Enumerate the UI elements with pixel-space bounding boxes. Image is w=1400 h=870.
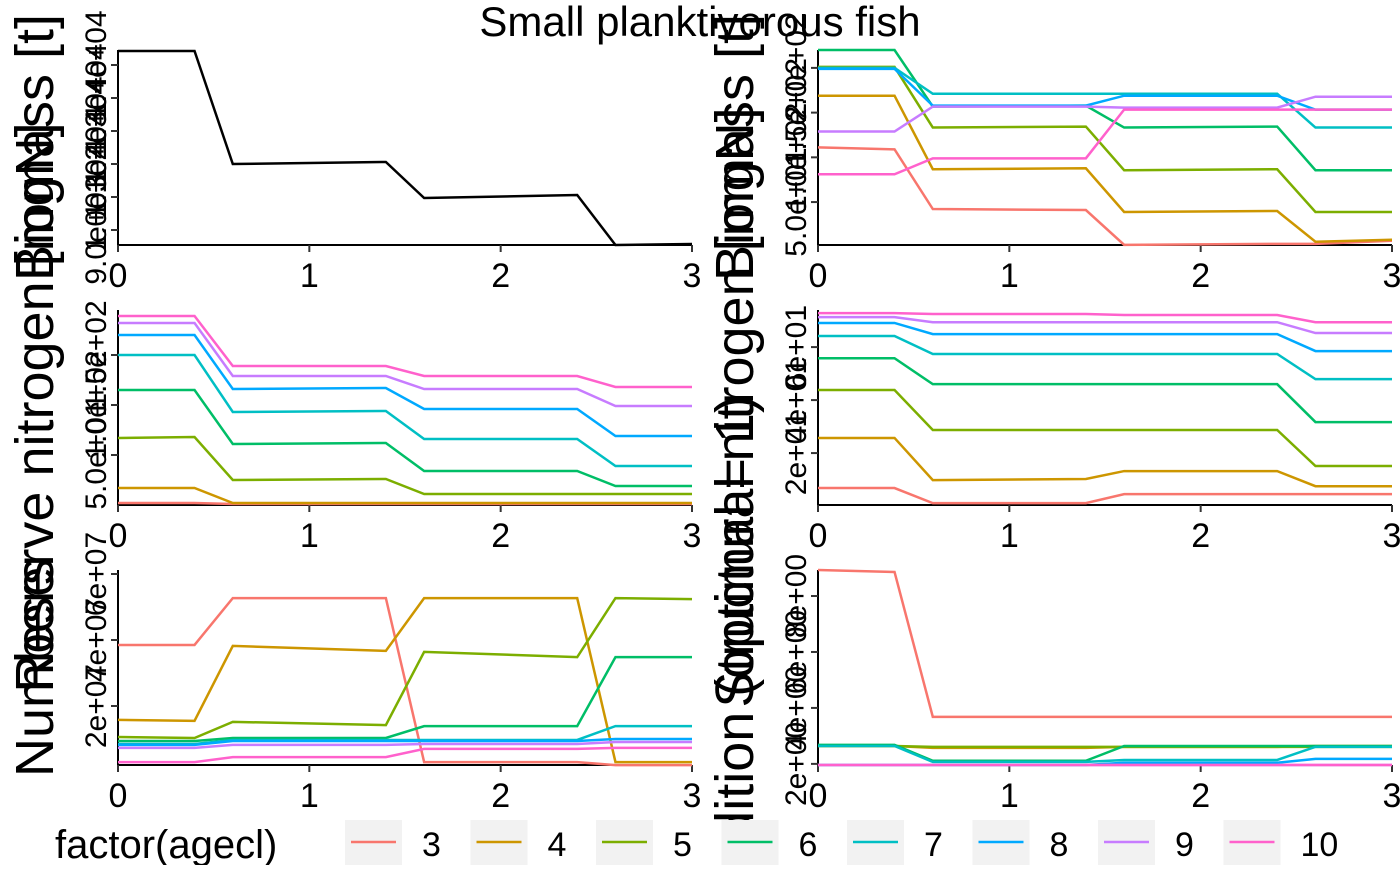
series-line	[817, 146, 1393, 247]
x-tick-label: 0	[809, 777, 828, 815]
series-line	[818, 108, 1392, 176]
y-tick-label: 1.3e+04	[80, 43, 113, 152]
x-tick-label: 2	[491, 777, 510, 815]
x-tick-label: 1	[300, 257, 319, 295]
y-tick-label: 6e+01	[780, 305, 813, 389]
legend-label: 4	[548, 826, 567, 864]
x-tick-label: 0	[809, 517, 828, 555]
x-tick-label: 1	[1000, 517, 1019, 555]
x-tick-label: 0	[109, 517, 128, 555]
legend-label: 6	[799, 826, 818, 864]
figure-title: Small planktivorous fish	[479, 0, 920, 45]
y-tick-label: 4e+01	[780, 358, 813, 442]
legend-label: 5	[673, 826, 692, 864]
x-tick-label: 1	[300, 517, 319, 555]
series-line	[818, 94, 1393, 244]
y-tick-label: 1.5e+02	[780, 58, 813, 167]
x-tick-label: 0	[809, 257, 828, 295]
series-line	[818, 67, 1392, 111]
legend-label: 7	[924, 826, 943, 864]
legend-label: 8	[1050, 826, 1069, 864]
series-line	[818, 66, 1392, 129]
y-axis-title: Condition (optimal = 1)	[705, 395, 765, 865]
series-line	[818, 315, 1392, 335]
x-tick-label: 0	[109, 777, 128, 815]
y-tick-label: 1.0e+04	[80, 142, 113, 251]
y-tick-label: 2e+00	[780, 722, 813, 806]
x-tick-label: 2	[1191, 257, 1210, 295]
series-line	[818, 744, 1392, 764]
series-line	[118, 314, 692, 389]
y-tick-label: 4e+07	[80, 598, 113, 682]
series-line	[118, 486, 692, 505]
series-line	[818, 95, 1392, 133]
series-line	[118, 333, 692, 438]
series-line	[118, 353, 692, 468]
y-axis-title: Biomass [t]	[705, 14, 765, 281]
x-tick-label: 3	[1383, 257, 1400, 295]
series-line	[118, 388, 692, 488]
x-tick-label: 3	[683, 517, 702, 555]
series-line	[118, 737, 692, 747]
y-axis-title: Reserve nitrogen [mgN]	[5, 122, 65, 692]
y-tick-label: 1.4e+04	[80, 10, 113, 119]
legend-label: 3	[422, 826, 441, 864]
series-line	[117, 596, 693, 740]
x-tick-label: 2	[491, 517, 510, 555]
series-line	[117, 435, 692, 496]
y-axis-title: Biomass [t]	[5, 14, 65, 281]
legend-title: factor(agecl)	[55, 823, 277, 865]
y-tick-label: 8e+00	[780, 554, 813, 638]
y-axis-title: Numbers	[5, 558, 65, 777]
y-tick-label: 6e+00	[780, 610, 813, 694]
y-tick-label: 1.5e+02	[80, 300, 113, 409]
x-tick-label: 3	[1383, 517, 1400, 555]
y-tick-label: 2e+01	[780, 411, 813, 495]
series-line	[818, 321, 1392, 353]
legend-label: 9	[1175, 826, 1194, 864]
series-line	[818, 388, 1392, 468]
y-tick-label: 1.2e+04	[80, 76, 113, 185]
series-line	[118, 746, 692, 764]
x-tick-label: 1	[1000, 777, 1019, 815]
series-line	[118, 596, 692, 767]
x-tick-label: 3	[683, 777, 702, 815]
y-tick-label: 4e+00	[780, 666, 813, 750]
y-tick-label: 1.1e+04	[80, 109, 113, 218]
legend-label: 10	[1301, 826, 1339, 864]
x-tick-label: 1	[300, 777, 319, 815]
series-line	[818, 48, 1392, 172]
x-tick-label: 2	[1191, 777, 1210, 815]
y-tick-label: 9.0e+03	[80, 175, 113, 284]
y-tick-label: 1.0e+02	[780, 103, 813, 212]
series-line	[818, 65, 1392, 214]
x-tick-label: 3	[683, 257, 702, 295]
x-tick-label: 2	[1191, 517, 1210, 555]
series-line	[118, 655, 692, 743]
y-tick-label: 1.0e+02	[80, 350, 113, 459]
x-tick-label: 0	[109, 257, 128, 295]
series-line	[818, 311, 1392, 324]
y-tick-label: 5.0e+01	[780, 147, 813, 256]
series-line	[818, 356, 1392, 424]
y-tick-label: 5.0e+01	[80, 400, 113, 509]
x-tick-label: 3	[1383, 777, 1400, 815]
series-line	[118, 49, 693, 247]
series-line	[118, 321, 692, 408]
x-tick-label: 1	[1000, 257, 1019, 295]
series-line	[818, 334, 1392, 381]
x-tick-label: 2	[491, 257, 510, 295]
series-line	[817, 568, 1392, 719]
series-line	[818, 436, 1392, 488]
y-tick-label: 6e+07	[80, 532, 113, 616]
y-tick-label: 2.0e+02	[780, 13, 813, 122]
y-axis-title: Structural nitrogen [mgN]	[705, 107, 765, 707]
series-line	[118, 740, 692, 750]
series-line	[117, 596, 692, 764]
series-line	[818, 486, 1392, 505]
y-tick-label: 2e+07	[80, 664, 113, 748]
